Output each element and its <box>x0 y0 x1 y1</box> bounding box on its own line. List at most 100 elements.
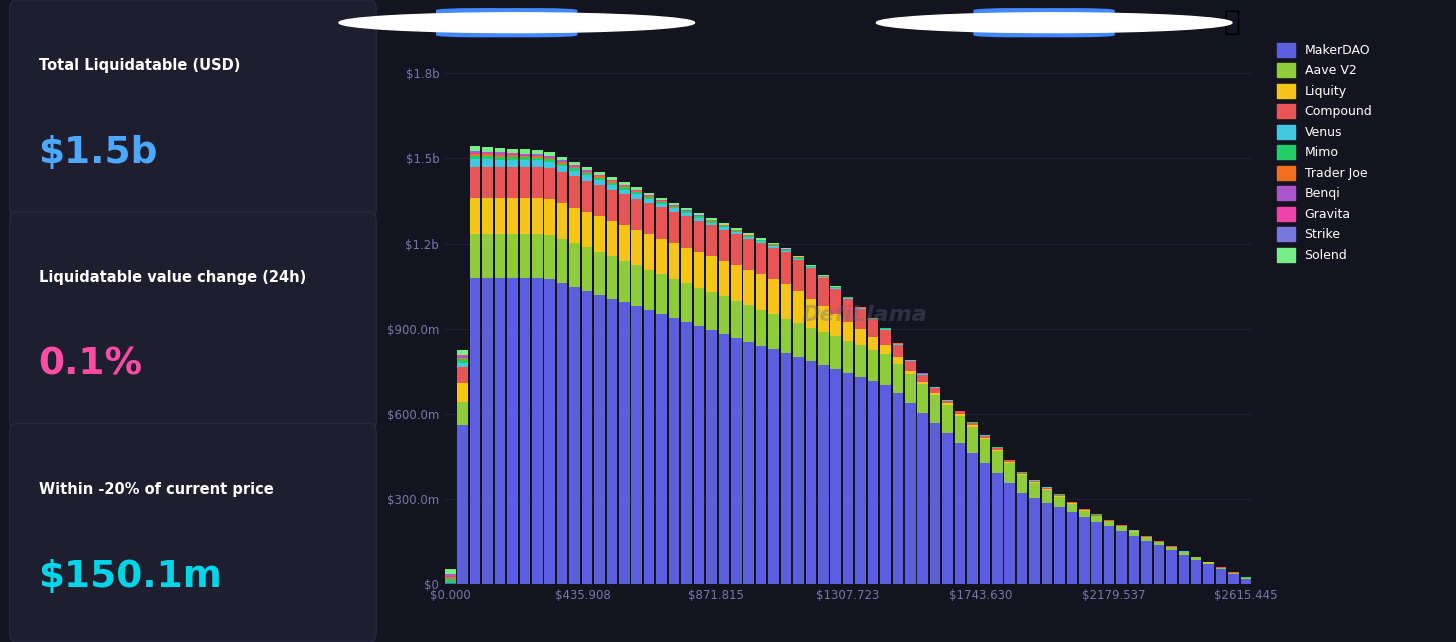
Bar <box>805 361 817 584</box>
Bar <box>1067 504 1077 512</box>
Bar <box>794 260 804 291</box>
Bar <box>780 353 791 584</box>
Bar <box>495 234 505 278</box>
Bar <box>718 297 729 334</box>
Bar <box>644 310 655 584</box>
Bar <box>942 433 952 584</box>
Bar <box>1092 515 1102 516</box>
Bar <box>992 450 1003 451</box>
Bar <box>756 345 766 584</box>
Bar <box>917 385 927 413</box>
Bar <box>681 208 692 210</box>
Text: Total Liquidatable (USD): Total Liquidatable (USD) <box>39 58 240 73</box>
Bar <box>470 152 480 153</box>
Bar <box>1203 564 1214 584</box>
Bar <box>906 370 916 374</box>
Bar <box>594 185 604 216</box>
Bar <box>893 344 903 345</box>
Bar <box>457 360 467 363</box>
Bar <box>668 203 680 205</box>
Bar <box>569 162 579 165</box>
Bar <box>917 375 927 382</box>
Bar <box>830 369 842 584</box>
Bar <box>1079 517 1089 584</box>
Bar <box>657 239 667 274</box>
Bar <box>769 248 779 279</box>
Bar <box>1241 578 1251 584</box>
Bar <box>942 401 952 403</box>
Bar <box>917 413 927 584</box>
Bar <box>1117 525 1127 526</box>
Bar <box>731 230 741 232</box>
Bar <box>992 451 1003 473</box>
Bar <box>446 579 456 582</box>
Bar <box>818 279 828 306</box>
Bar <box>879 385 891 584</box>
Bar <box>769 246 779 248</box>
Bar <box>457 358 467 360</box>
Text: $150.1m: $150.1m <box>39 559 223 594</box>
Bar <box>507 278 518 584</box>
Bar <box>980 435 990 438</box>
Bar <box>1054 495 1064 496</box>
Bar <box>644 197 655 199</box>
Bar <box>632 198 642 230</box>
Bar <box>769 314 779 349</box>
Bar <box>967 426 978 427</box>
Bar <box>470 278 480 584</box>
Bar <box>594 295 604 584</box>
Bar <box>731 228 741 230</box>
Bar <box>1153 542 1165 545</box>
Bar <box>582 291 593 584</box>
Bar <box>843 299 853 322</box>
Bar <box>668 206 680 207</box>
Bar <box>556 164 568 166</box>
Bar <box>482 153 494 155</box>
Bar <box>1041 489 1053 490</box>
Bar <box>967 423 978 426</box>
Text: 0.1%: 0.1% <box>39 347 143 383</box>
Bar <box>1041 490 1053 503</box>
Bar <box>495 198 505 234</box>
Bar <box>1079 510 1089 517</box>
Bar <box>1041 488 1053 489</box>
Bar <box>718 261 729 297</box>
Bar <box>706 330 716 584</box>
Bar <box>607 299 617 584</box>
Bar <box>607 185 617 189</box>
Bar <box>545 152 555 156</box>
Bar <box>1104 521 1114 526</box>
Bar <box>545 279 555 584</box>
Bar <box>668 209 680 212</box>
Bar <box>520 278 530 584</box>
Circle shape <box>877 13 1232 33</box>
Bar <box>855 345 866 377</box>
Bar <box>619 186 629 187</box>
Bar <box>955 443 965 584</box>
Bar <box>457 350 467 354</box>
Bar <box>470 234 480 278</box>
Bar <box>805 265 817 266</box>
Bar <box>1166 547 1176 550</box>
Bar <box>1092 521 1102 584</box>
Bar <box>955 412 965 414</box>
Bar <box>769 243 779 244</box>
Bar <box>843 373 853 584</box>
Bar <box>868 318 878 319</box>
Bar <box>1005 462 1015 464</box>
Bar <box>980 439 990 463</box>
Bar <box>632 230 642 265</box>
Bar <box>744 342 754 584</box>
Bar <box>744 233 754 235</box>
Bar <box>681 322 692 584</box>
Bar <box>744 236 754 237</box>
Bar <box>818 365 828 584</box>
Bar <box>693 216 705 218</box>
Bar <box>607 256 617 299</box>
Bar <box>681 248 692 283</box>
Text: Cumulative: Cumulative <box>558 15 654 30</box>
Bar <box>520 198 530 234</box>
Bar <box>1016 475 1028 492</box>
Bar <box>520 157 530 160</box>
Bar <box>582 247 593 291</box>
